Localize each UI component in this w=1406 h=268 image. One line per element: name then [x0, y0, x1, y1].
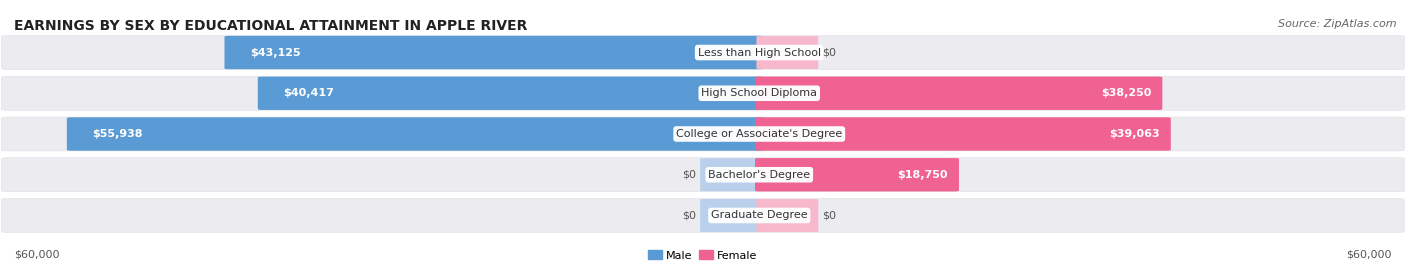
FancyBboxPatch shape: [225, 36, 763, 69]
FancyBboxPatch shape: [1, 117, 1405, 151]
Text: $60,000: $60,000: [1347, 250, 1392, 260]
Text: $0: $0: [682, 170, 696, 180]
Text: $0: $0: [823, 47, 837, 58]
Text: Source: ZipAtlas.com: Source: ZipAtlas.com: [1278, 19, 1396, 29]
Text: $0: $0: [823, 210, 837, 221]
Text: $18,750: $18,750: [897, 170, 948, 180]
Text: Less than High School: Less than High School: [697, 47, 821, 58]
Text: $60,000: $60,000: [14, 250, 59, 260]
FancyBboxPatch shape: [755, 77, 1163, 110]
FancyBboxPatch shape: [67, 117, 763, 151]
FancyBboxPatch shape: [1, 76, 1405, 110]
FancyBboxPatch shape: [756, 36, 818, 69]
FancyBboxPatch shape: [755, 117, 1171, 151]
FancyBboxPatch shape: [700, 199, 762, 232]
Text: $39,063: $39,063: [1109, 129, 1160, 139]
Text: College or Associate's Degree: College or Associate's Degree: [676, 129, 842, 139]
Text: $43,125: $43,125: [250, 47, 301, 58]
Text: $40,417: $40,417: [283, 88, 335, 98]
FancyBboxPatch shape: [1, 199, 1405, 232]
FancyBboxPatch shape: [700, 158, 762, 191]
Text: Bachelor's Degree: Bachelor's Degree: [709, 170, 810, 180]
FancyBboxPatch shape: [756, 199, 818, 232]
Text: EARNINGS BY SEX BY EDUCATIONAL ATTAINMENT IN APPLE RIVER: EARNINGS BY SEX BY EDUCATIONAL ATTAINMEN…: [14, 19, 527, 33]
FancyBboxPatch shape: [1, 36, 1405, 69]
FancyBboxPatch shape: [755, 158, 959, 191]
FancyBboxPatch shape: [1, 158, 1405, 192]
Text: High School Diploma: High School Diploma: [702, 88, 817, 98]
Text: $0: $0: [682, 210, 696, 221]
Text: $55,938: $55,938: [93, 129, 142, 139]
Legend: Male, Female: Male, Female: [644, 246, 762, 265]
FancyBboxPatch shape: [257, 77, 763, 110]
Text: Graduate Degree: Graduate Degree: [711, 210, 807, 221]
Text: $38,250: $38,250: [1101, 88, 1152, 98]
